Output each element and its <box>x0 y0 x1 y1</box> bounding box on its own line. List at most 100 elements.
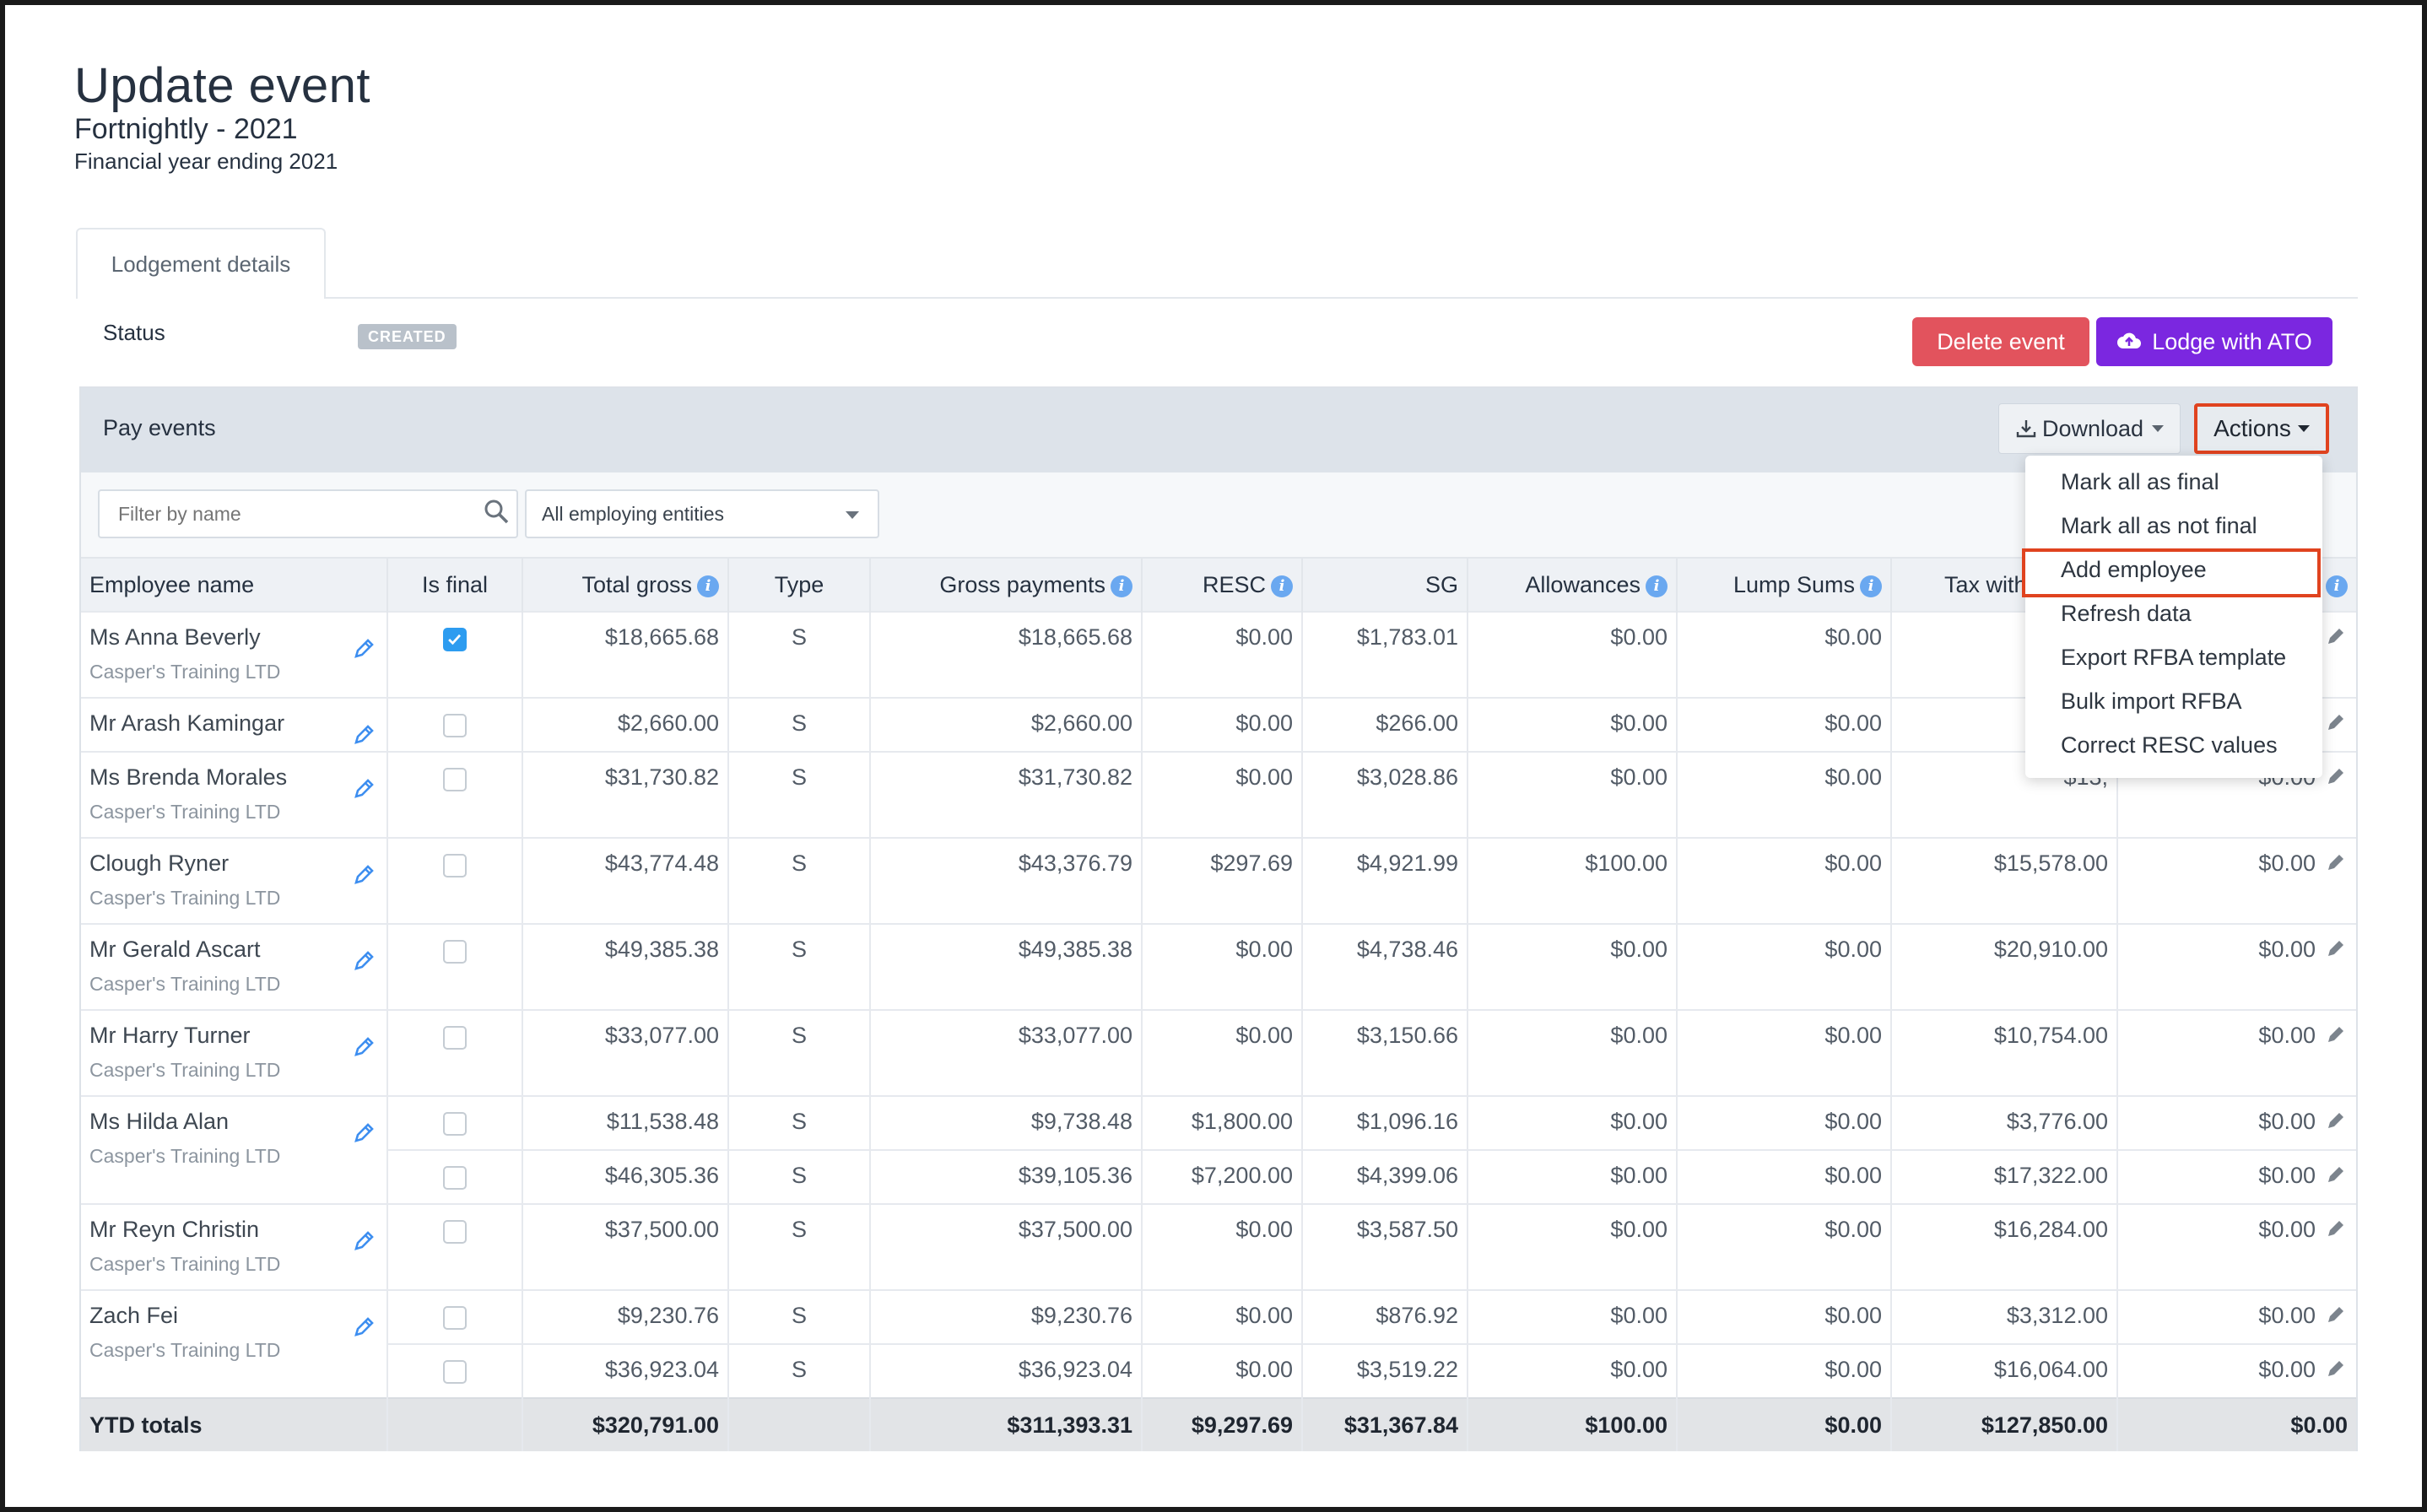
cell-sg: $1,096.16 <box>1302 1095 1468 1150</box>
actions-button[interactable]: Actions <box>2194 403 2329 454</box>
delete-event-button[interactable]: Delete event <box>1912 317 2089 366</box>
is-final-checkbox[interactable] <box>443 854 467 878</box>
col-gross-payments[interactable]: Gross payments i <box>870 557 1143 612</box>
cell-allowances: $0.00 <box>1468 1149 1678 1204</box>
edit-employee-icon[interactable] <box>351 776 376 802</box>
edit-row-icon[interactable] <box>2324 1303 2348 1326</box>
lodge-with-ato-label: Lodge with ATO <box>2152 328 2312 354</box>
edit-employee-icon[interactable] <box>351 1120 376 1146</box>
employee-name[interactable]: Zach Fei <box>89 1303 179 1328</box>
menu-item-bulk-import-rfba[interactable]: Bulk import RFBA <box>2061 688 2242 714</box>
edit-row-icon[interactable] <box>2324 624 2348 648</box>
search-icon[interactable] <box>483 498 510 525</box>
cell-total-gross: $36,923.04 <box>522 1343 729 1398</box>
edit-employee-icon[interactable] <box>351 1315 376 1340</box>
is-final-checkbox[interactable] <box>443 1166 467 1190</box>
col-total-gross[interactable]: Total gross i <box>522 557 729 612</box>
col-employee-name[interactable]: Employee name <box>81 557 388 612</box>
info-icon[interactable]: i <box>1111 575 1132 597</box>
menu-item-correct-resc-values[interactable]: Correct RESC values <box>2061 732 2278 758</box>
totals-row: YTD totals $320,791.00 $311,393.31 $9,29… <box>81 1397 2356 1451</box>
menu-item-export-rfba-template[interactable]: Export RFBA template <box>2061 645 2287 670</box>
menu-item-mark-all-final[interactable]: Mark all as final <box>2061 469 2219 494</box>
value-sg: $4,399.06 <box>1356 1163 1458 1188</box>
is-final-checkbox[interactable] <box>443 768 467 791</box>
is-final-checkbox[interactable] <box>443 1220 467 1244</box>
value-lump-sums: $0.00 <box>1824 937 1882 962</box>
edit-employee-icon[interactable] <box>351 1034 376 1060</box>
value-sg: $3,587.50 <box>1356 1217 1458 1242</box>
cell-type: S <box>728 1095 871 1150</box>
cell-extra: $0.00 <box>2117 837 2356 924</box>
value-resc: $0.00 <box>1235 710 1293 736</box>
is-final-checkbox[interactable] <box>443 628 467 651</box>
edit-row-icon[interactable] <box>2324 710 2348 734</box>
edit-row-icon[interactable] <box>2324 764 2348 788</box>
cell-lump-sums: $0.00 <box>1677 1095 1892 1150</box>
download-button[interactable]: Download <box>1998 403 2181 454</box>
is-final-checkbox[interactable] <box>443 1026 467 1050</box>
col-lump-sums[interactable]: Lump Sums i <box>1677 557 1892 612</box>
edit-employee-icon[interactable] <box>351 636 376 662</box>
info-icon[interactable]: i <box>1646 575 1668 597</box>
edit-employee-icon[interactable] <box>351 722 376 748</box>
edit-employee-icon[interactable] <box>351 1228 376 1254</box>
menu-item-refresh-data[interactable]: Refresh data <box>2061 601 2192 626</box>
value-sg: $1,096.16 <box>1356 1109 1458 1134</box>
filter-by-name-input[interactable] <box>98 489 518 538</box>
employee-name[interactable]: Mr Harry Turner <box>89 1023 251 1048</box>
is-final-checkbox[interactable] <box>443 714 467 737</box>
is-final-checkbox[interactable] <box>443 1306 467 1330</box>
cell-gross-payments: $37,500.00 <box>870 1203 1143 1290</box>
cell-total-gross: $9,230.76 <box>522 1289 729 1344</box>
is-final-checkbox[interactable] <box>443 1360 467 1384</box>
value-type: S <box>791 764 807 790</box>
col-sg[interactable]: SG <box>1302 557 1468 612</box>
employee-name[interactable]: Ms Anna Beverly <box>89 624 261 650</box>
employee-name[interactable]: Mr Reyn Christin <box>89 1217 260 1242</box>
edit-employee-icon[interactable] <box>351 862 376 888</box>
col-resc[interactable]: RESC i <box>1142 557 1303 612</box>
value-total-gross: $2,660.00 <box>617 710 719 736</box>
info-icon[interactable]: i <box>2326 575 2348 597</box>
edit-row-icon[interactable] <box>2324 1109 2348 1132</box>
employee-name[interactable]: Mr Gerald Ascart <box>89 937 261 962</box>
is-final-checkbox[interactable] <box>443 940 467 964</box>
cell-lump-sums: $0.00 <box>1677 1289 1892 1344</box>
employee-company: Casper's Training LTD <box>89 801 281 823</box>
cell-gross-payments: $18,665.68 <box>870 611 1143 698</box>
edit-row-icon[interactable] <box>2324 850 2348 874</box>
value-lump-sums: $0.00 <box>1824 1109 1882 1134</box>
employing-entities-select[interactable]: All employing entities <box>525 489 879 538</box>
value-lump-sums: $0.00 <box>1824 1163 1882 1188</box>
edit-row-icon[interactable] <box>2324 1023 2348 1046</box>
edit-row-icon[interactable] <box>2324 1163 2348 1186</box>
value-total-gross: $49,385.38 <box>604 937 719 962</box>
edit-employee-icon[interactable] <box>351 948 376 974</box>
employee-name[interactable]: Ms Hilda Alan <box>89 1109 230 1134</box>
col-type[interactable]: Type <box>728 557 871 612</box>
totals-total-gross: $320,791.00 <box>522 1397 729 1451</box>
employee-name[interactable]: Ms Brenda Morales <box>89 764 288 790</box>
col-allowances[interactable]: Allowances i <box>1468 557 1678 612</box>
cell-resc: $0.00 <box>1142 1009 1303 1096</box>
edit-row-icon[interactable] <box>2324 1357 2348 1380</box>
cell-tax-withheld: $16,064.00 <box>1891 1343 2118 1398</box>
info-icon[interactable]: i <box>1860 575 1882 597</box>
employee-name[interactable]: Clough Ryner <box>89 850 230 876</box>
edit-row-icon[interactable] <box>2324 1217 2348 1240</box>
col-is-final[interactable]: Is final <box>387 557 523 612</box>
menu-item-add-employee[interactable]: Add employee <box>2061 557 2207 582</box>
is-final-checkbox[interactable] <box>443 1112 467 1136</box>
menu-item-mark-all-not-final[interactable]: Mark all as not final <box>2061 513 2257 538</box>
info-icon[interactable]: i <box>697 575 719 597</box>
cell-type: S <box>728 837 871 924</box>
value-gross-payments: $37,500.00 <box>1018 1217 1132 1242</box>
tab-lodgement-details[interactable]: Lodgement details <box>76 228 326 299</box>
col-allowances-label: Allowances <box>1525 571 1641 597</box>
employee-name[interactable]: Mr Arash Kamingar <box>89 710 285 736</box>
actions-label: Actions <box>2213 415 2291 441</box>
edit-row-icon[interactable] <box>2324 937 2348 960</box>
info-icon[interactable]: i <box>1271 575 1293 597</box>
lodge-with-ato-button[interactable]: Lodge with ATO <box>2096 317 2332 366</box>
